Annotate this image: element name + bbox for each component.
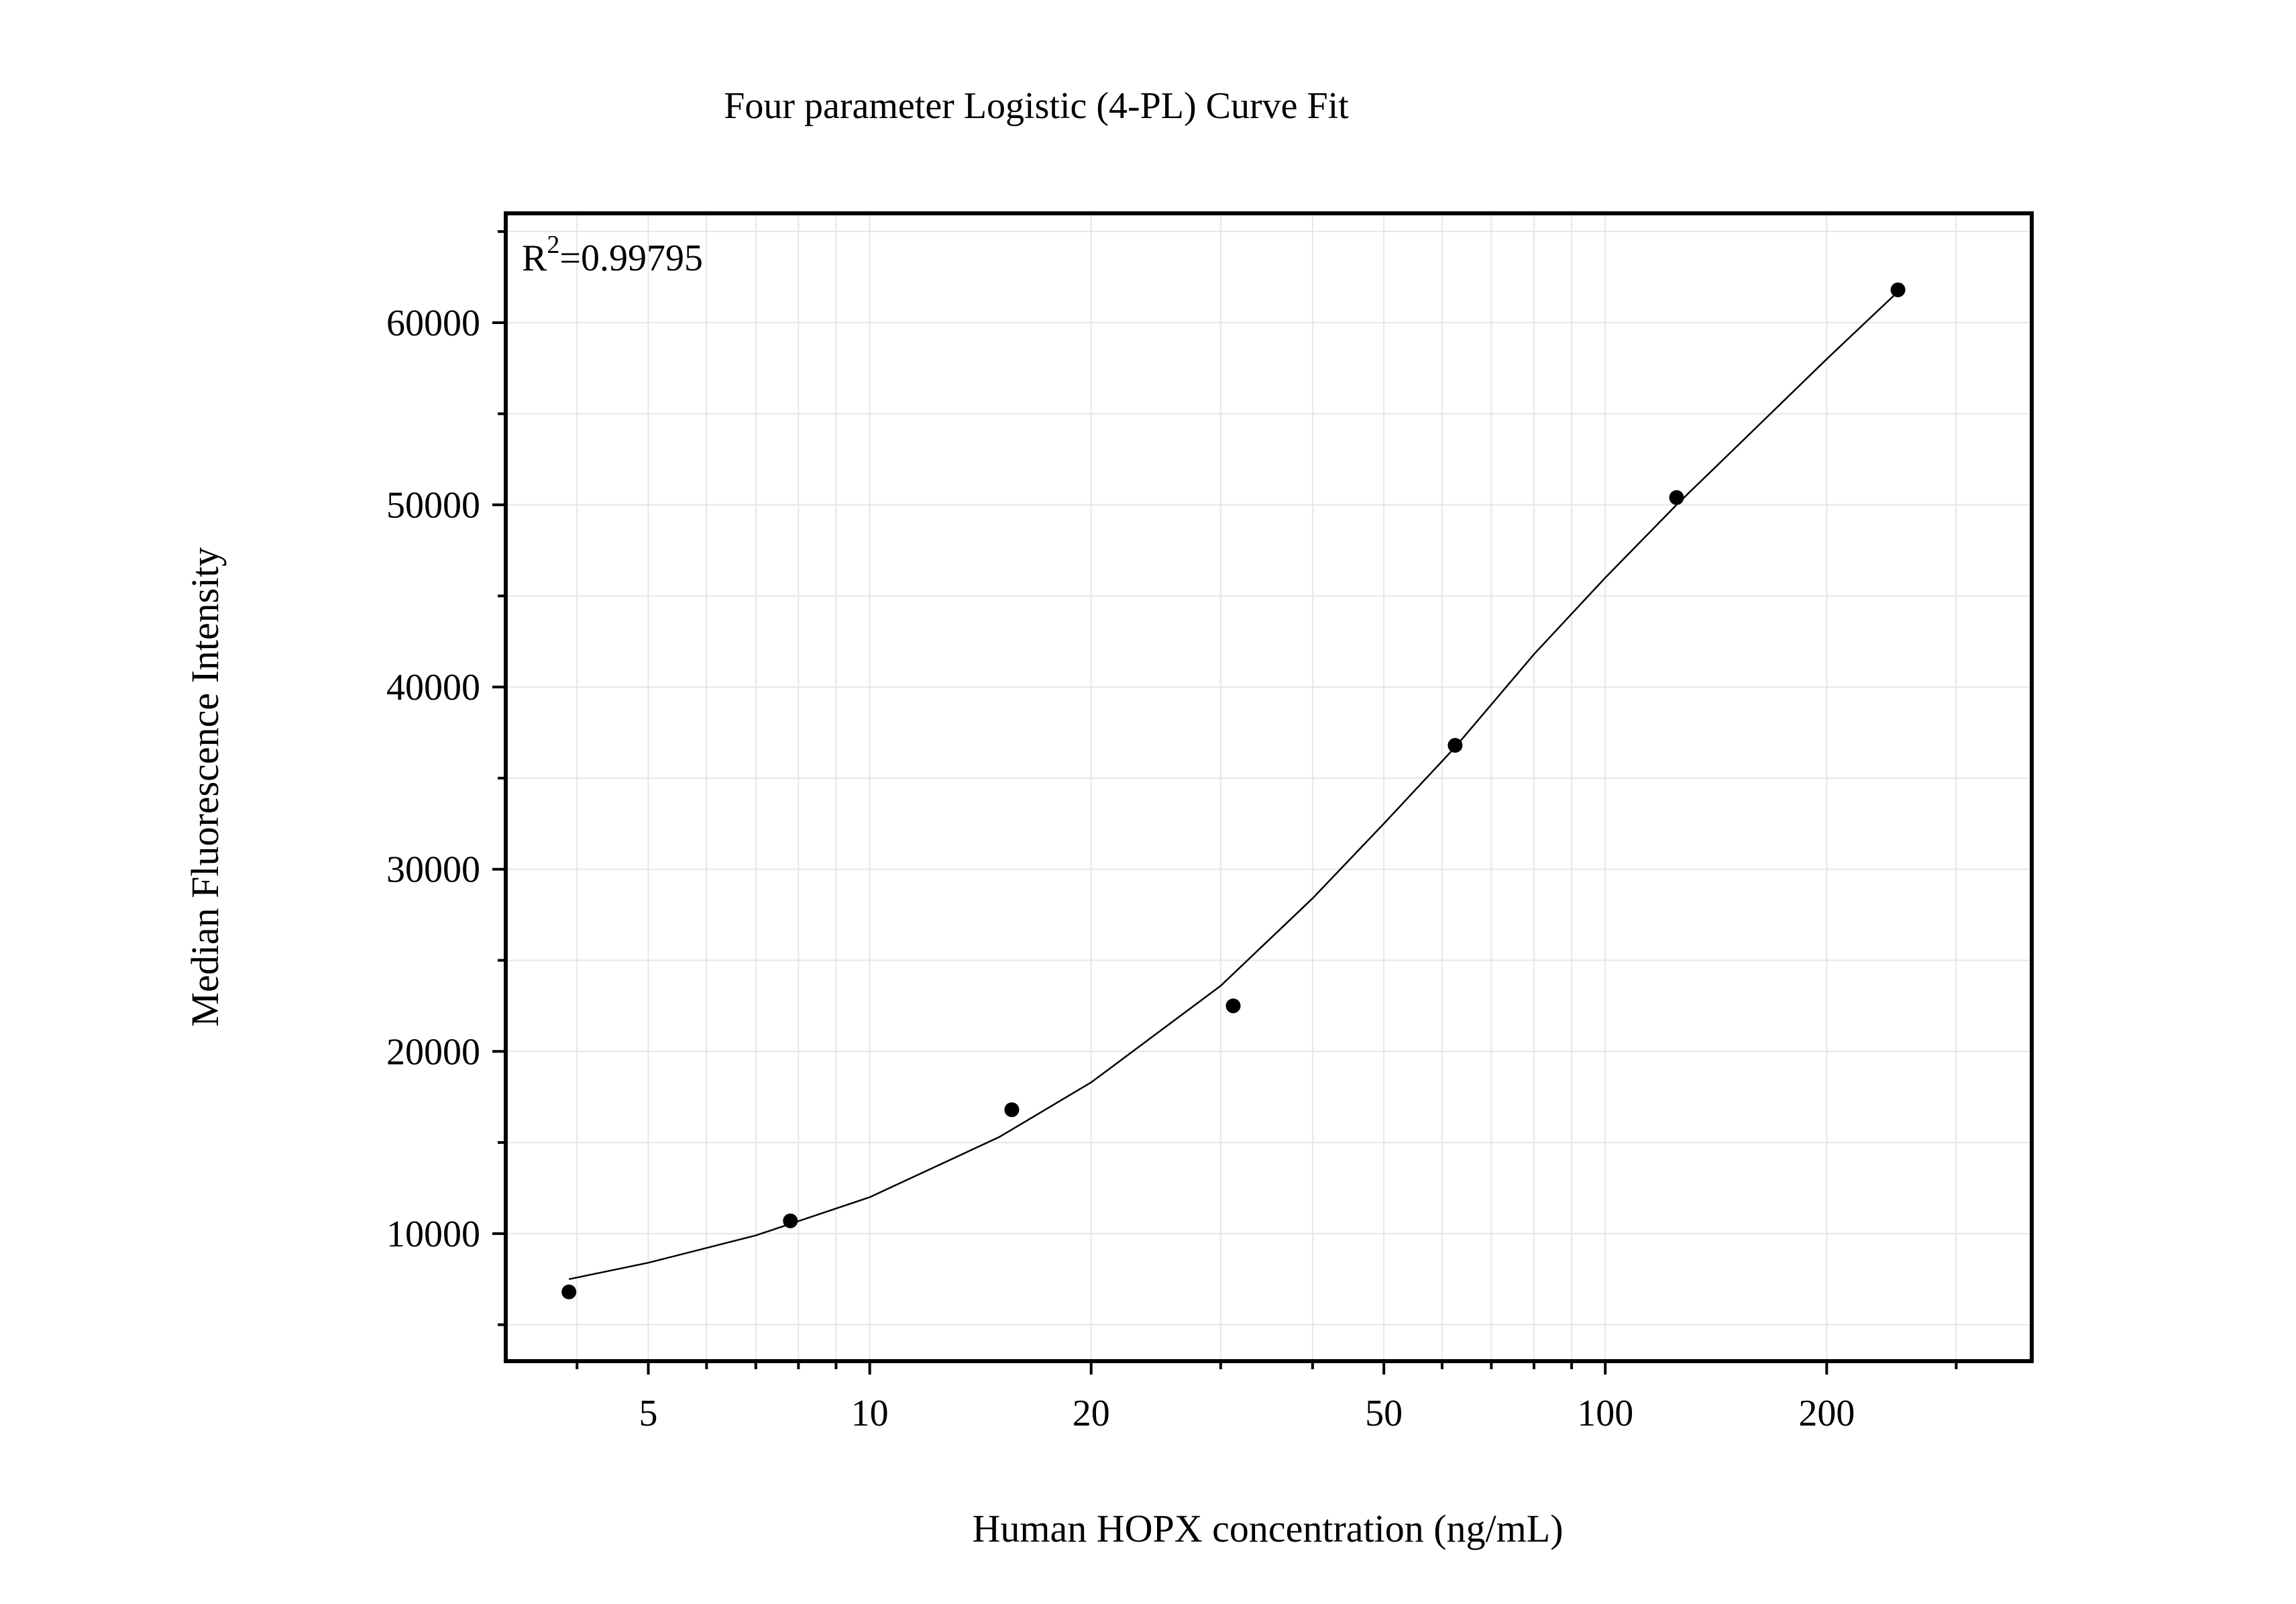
x-tick-label: 20 [1073, 1393, 1110, 1434]
data-point [1225, 998, 1241, 1014]
chart-title: Four parameter Logistic (4-PL) Curve Fit [724, 85, 1349, 127]
data-point [1669, 490, 1684, 505]
y-tick-label: 40000 [386, 667, 480, 708]
r-squared-base: R [522, 237, 547, 279]
y-tick-label: 30000 [386, 849, 480, 891]
x-tick-label: 5 [639, 1393, 658, 1434]
data-point [1890, 282, 1906, 298]
x-tick-label: 100 [1577, 1393, 1633, 1434]
r-squared-superscript: 2 [547, 231, 559, 259]
r-squared-value: =0.99795 [559, 237, 703, 279]
x-tick-label: 50 [1365, 1393, 1403, 1434]
x-tick-label: 10 [851, 1393, 889, 1434]
y-tick-label: 10000 [386, 1214, 480, 1255]
y-tick-label: 60000 [386, 303, 480, 344]
fit-curve [568, 290, 1899, 1281]
y-tick-label: 50000 [386, 485, 480, 527]
data-points [561, 282, 1906, 1299]
y-axis-ticks: 10000 20000 30000 40000 50000 60000 [386, 303, 480, 1255]
x-axis-label: Human HOPX concentration (ng/mL) [972, 1507, 1563, 1550]
plot-frame [504, 211, 2034, 1363]
data-point [1004, 1102, 1020, 1118]
y-axis-label: Median Fluorescence Intensity [183, 547, 227, 1026]
data-point [1447, 738, 1463, 753]
x-minor-ticks [576, 1361, 1958, 1375]
grid [506, 213, 2032, 1361]
data-point [783, 1213, 798, 1228]
r-squared-annotation: R2=0.99795 [522, 231, 703, 279]
x-axis-ticks: 5 10 20 50 100 200 [639, 1393, 1855, 1434]
data-point [561, 1284, 577, 1299]
y-tick-label: 20000 [386, 1031, 480, 1073]
x-tick-label: 200 [1798, 1393, 1855, 1434]
